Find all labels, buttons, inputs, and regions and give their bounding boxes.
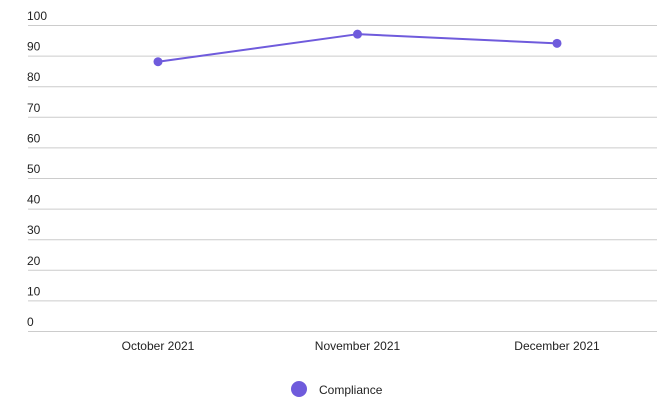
data-point-3[interactable]: [552, 38, 562, 48]
y-tick-label-70: 70: [27, 101, 41, 115]
y-tick-label-40: 40: [27, 193, 41, 207]
gridlines: [28, 25, 657, 332]
y-tick-label-0: 0: [27, 315, 34, 329]
x-axis-tick-labels: October 2021 November 2021 December 2021: [122, 339, 600, 353]
y-tick-label-20: 20: [27, 254, 41, 268]
x-tick-label-2: November 2021: [315, 339, 401, 353]
y-tick-label-30: 30: [27, 223, 41, 237]
y-tick-label-60: 60: [27, 131, 41, 145]
legend-marker-1: [291, 381, 307, 397]
legend-label-1: Compliance: [319, 383, 383, 397]
legend: Compliance: [291, 381, 383, 397]
series-layer: [153, 29, 562, 67]
data-point-1[interactable]: [153, 57, 163, 67]
y-tick-label-90: 90: [27, 40, 41, 54]
y-tick-label-50: 50: [27, 162, 41, 176]
y-tick-label-100: 100: [27, 9, 47, 23]
data-point-2[interactable]: [353, 29, 362, 39]
y-tick-label-10: 10: [27, 284, 41, 298]
x-tick-label-1: October 2021: [122, 339, 195, 353]
y-tick-label-80: 80: [27, 70, 41, 84]
y-axis-tick-labels: 0 10 20 30 40 50 60 70 80 90 100: [27, 9, 47, 329]
x-tick-label-3: December 2021: [514, 339, 600, 353]
